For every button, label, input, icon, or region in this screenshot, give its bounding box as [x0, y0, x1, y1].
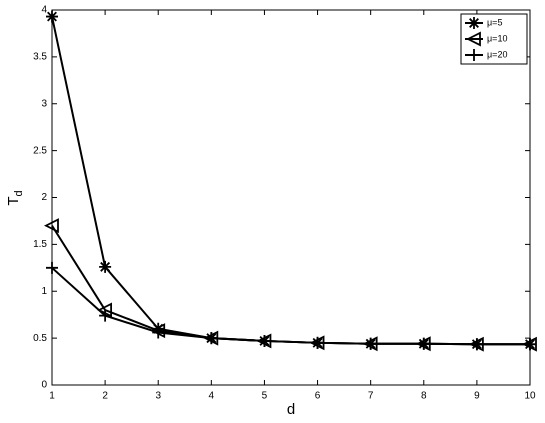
y-axis-label: Td: [5, 190, 25, 205]
x-tick-label: 2: [102, 391, 108, 402]
x-tick-label: 4: [209, 391, 215, 402]
x-tick-label: 1: [49, 391, 55, 402]
marker: [524, 338, 536, 351]
plot-frame: [51, 9, 531, 386]
y-tick-label: 1.5: [33, 239, 47, 250]
legend-label: μ=5: [487, 17, 502, 27]
y-axis-label-sub: d: [13, 190, 25, 196]
marker: [470, 338, 483, 351]
y-tick-label: 1: [41, 286, 47, 297]
x-tick-label: 7: [368, 391, 374, 402]
legend-label: μ=10: [487, 33, 507, 43]
marker: [364, 337, 377, 350]
x-tick-label: 6: [315, 391, 321, 402]
y-axis-label-main: T: [5, 196, 22, 205]
y-tick-label: 0.5: [33, 333, 47, 344]
y-tick-label: 2.5: [33, 145, 47, 156]
marker: [46, 10, 58, 23]
marker: [205, 332, 218, 345]
series-line: [51, 267, 530, 346]
legend-marker: [468, 17, 480, 29]
legend: μ=5 μ=10 μ=20: [460, 13, 528, 65]
x-tick-label: 8: [421, 391, 427, 402]
x-tick-label: 5: [262, 391, 268, 402]
y-tick-label: 0: [41, 380, 47, 391]
marker: [258, 334, 271, 347]
marker: [311, 336, 324, 349]
marker: [99, 260, 112, 273]
y-tick-label: 2: [41, 192, 47, 203]
marker: [99, 309, 112, 322]
legend-marker: [465, 31, 481, 47]
y-tick-label: 4: [41, 5, 47, 16]
x-tick-label: 10: [524, 391, 536, 402]
legend-label: μ=20: [487, 49, 507, 59]
marker: [46, 261, 58, 274]
x-tick-label: 3: [155, 391, 161, 402]
y-tick-label: 3.5: [33, 52, 47, 63]
y-tick-label: 3: [41, 98, 47, 109]
marker: [43, 218, 59, 234]
x-axis-label: d: [287, 401, 295, 418]
marker: [417, 337, 430, 350]
x-tick-label: 9: [474, 391, 480, 402]
legend-marker: [468, 49, 480, 61]
marker: [152, 326, 165, 339]
